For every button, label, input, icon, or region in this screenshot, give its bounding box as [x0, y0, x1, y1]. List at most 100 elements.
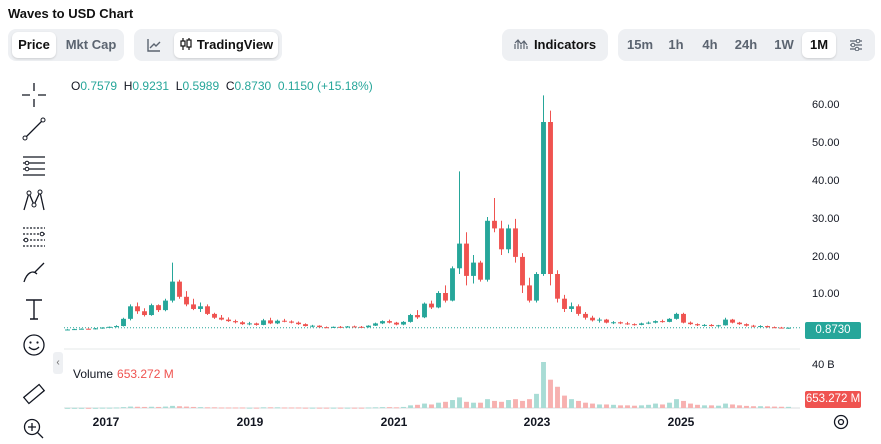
- candle-body: [359, 326, 364, 328]
- candle-body: [527, 285, 532, 301]
- current-volume-tag: 653.272 M: [805, 391, 861, 408]
- volume-bar: [275, 407, 280, 409]
- chart-options-button[interactable]: [832, 413, 850, 431]
- text-tool[interactable]: [14, 294, 54, 324]
- volume-bar: [345, 407, 350, 409]
- candle-body: [513, 228, 518, 257]
- candle-body: [121, 318, 126, 327]
- volume-bar: [499, 401, 504, 408]
- candle-body: [184, 296, 189, 305]
- volume-bar: [436, 402, 441, 408]
- timeframe-4h[interactable]: 4h: [702, 37, 718, 52]
- volume-bar: [212, 407, 217, 409]
- toolbar-collapse-toggle[interactable]: ‹: [53, 352, 63, 374]
- candle-body: [478, 262, 483, 280]
- change-value: 0.1150 (+15.18%): [277, 79, 373, 93]
- candle-body: [450, 268, 455, 301]
- candle-body: [618, 322, 623, 324]
- timeframe-15m[interactable]: 15m: [626, 37, 654, 52]
- volume-bar: [611, 404, 616, 408]
- volume-bar: [583, 402, 588, 408]
- timeframe-1m[interactable]: 1M: [802, 32, 836, 58]
- candle-body: [709, 324, 714, 327]
- candle-body: [170, 281, 175, 301]
- brush-tool[interactable]: [14, 258, 54, 288]
- timeframe-24h[interactable]: 24h: [734, 37, 758, 52]
- candle-body: [457, 243, 462, 269]
- candle-body: [716, 325, 721, 327]
- candle-body: [723, 319, 728, 326]
- candle-body: [65, 329, 70, 331]
- candle-body: [226, 319, 231, 322]
- timeframe-1h[interactable]: 1h: [668, 37, 684, 52]
- candle-body: [464, 243, 469, 276]
- volume-bar: [128, 406, 133, 408]
- indicators-button[interactable]: Indicators: [502, 29, 608, 61]
- candle-body: [261, 320, 266, 325]
- timeframe-1w[interactable]: 1W: [774, 37, 794, 52]
- candle-body: [352, 326, 357, 328]
- horizontal-lines-tool[interactable]: [14, 150, 54, 180]
- line-chart-button[interactable]: [138, 32, 170, 58]
- candle-body: [366, 325, 371, 328]
- candle-body: [142, 311, 147, 316]
- tradingview-button[interactable]: TradingView: [174, 32, 278, 58]
- candle-body: [268, 320, 273, 324]
- x-axis-label: 2023: [523, 415, 551, 429]
- volume-bar: [72, 407, 77, 409]
- volume-bar: [86, 407, 91, 409]
- volume-bar: [135, 406, 140, 408]
- volume-bar: [450, 400, 455, 408]
- volume-bar: [604, 404, 609, 408]
- y-axis-label: 40.00: [812, 175, 840, 187]
- x-axis-label: 2021: [380, 415, 408, 429]
- zoom-tool[interactable]: [14, 414, 54, 444]
- volume-bar: [380, 407, 385, 409]
- candle-body: [548, 122, 553, 274]
- candle-body: [751, 325, 756, 327]
- candle-body: [695, 324, 700, 326]
- candle-body: [114, 326, 119, 328]
- emoji-tool[interactable]: [14, 330, 54, 360]
- volume-bar: [716, 405, 721, 408]
- fib-tool[interactable]: [14, 222, 54, 252]
- candle-body: [597, 319, 602, 321]
- candle-body: [415, 315, 420, 318]
- volume-bar: [723, 403, 728, 408]
- candle-body: [737, 322, 742, 325]
- close-label: C: [225, 79, 235, 93]
- fibonacci-icon: [23, 227, 45, 247]
- volume-bar: [779, 406, 784, 408]
- current-price-tag: 0.8730: [805, 322, 861, 339]
- volume-bar: [429, 404, 434, 408]
- candle-body: [632, 324, 637, 326]
- close-value: 0.8730: [234, 79, 272, 93]
- candle-body: [72, 329, 77, 331]
- candle-body: [639, 323, 644, 325]
- x-axis-label: 2025: [667, 415, 695, 429]
- open-label: O: [71, 79, 81, 93]
- volume-axis-label: 40 B: [812, 359, 835, 371]
- mkt-cap-button[interactable]: Mkt Cap: [65, 37, 117, 52]
- chart-settings-button[interactable]: [842, 32, 870, 58]
- candle-body: [520, 256, 525, 286]
- tradingview-label: TradingView: [196, 37, 274, 52]
- candle-body: [86, 328, 91, 330]
- trend-line-icon: [22, 117, 46, 141]
- candle-body: [730, 319, 735, 323]
- y-axis-label: 10.00: [812, 288, 840, 300]
- candle-body: [485, 220, 490, 280]
- volume-bar: [772, 406, 777, 408]
- pattern-tool[interactable]: [14, 186, 54, 216]
- volume-bar: [618, 405, 623, 408]
- ruler-tool[interactable]: [14, 379, 54, 409]
- volume-bar: [422, 403, 427, 408]
- candle-body: [296, 322, 301, 325]
- volume-bar: [156, 406, 161, 408]
- crosshair-tool[interactable]: [14, 80, 54, 110]
- candle-body: [646, 322, 651, 324]
- price-button[interactable]: Price: [12, 32, 56, 58]
- timeframe-selector: 15m 1h 4h 24h 1W 1M: [618, 29, 875, 61]
- trend-line-tool[interactable]: [14, 114, 54, 144]
